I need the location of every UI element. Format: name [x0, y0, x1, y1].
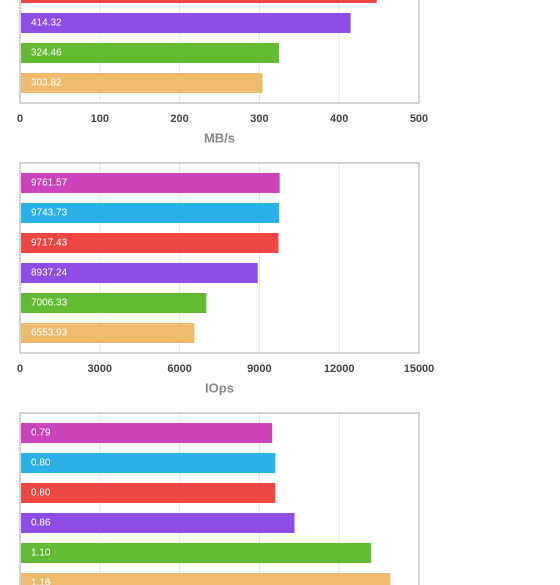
- bar-label: 9743.73: [31, 208, 68, 219]
- x-tick-label: 300: [250, 113, 268, 125]
- bar-label: 414.32: [31, 18, 62, 29]
- x-tick-label: 9000: [247, 363, 271, 375]
- x-tick-label: 6000: [167, 363, 191, 375]
- x-tick-label: 200: [170, 113, 188, 125]
- x-tick-label: 0: [17, 113, 23, 125]
- plot-border: [19, 0, 420, 104]
- bar: [21, 13, 351, 33]
- bar-label: 0.80: [31, 458, 51, 469]
- bar-label: 6553.93: [31, 328, 68, 339]
- bar-label: 9761.57: [31, 178, 68, 189]
- x-tick-label: 500: [410, 113, 428, 125]
- bar: [21, 43, 279, 63]
- bar-label: 9717.43: [31, 238, 68, 249]
- bar: [21, 173, 280, 193]
- bar-label: 324.46: [31, 48, 62, 59]
- plot-area: [19, 162, 420, 354]
- bar-label: 0.86: [31, 518, 51, 529]
- bar-label: 7006.33: [31, 298, 68, 309]
- bar-label: 1.10: [31, 548, 51, 559]
- bar: [21, 73, 263, 93]
- plot-border: [19, 412, 420, 585]
- bar: [21, 263, 258, 283]
- bar: [21, 0, 377, 3]
- bar: [21, 423, 273, 443]
- bar-label: 0.79: [31, 428, 51, 439]
- bar: [21, 293, 207, 313]
- bar-label: 8937.24: [31, 268, 68, 279]
- x-tick-label: 100: [91, 113, 109, 125]
- plot-border: [19, 162, 420, 354]
- bar-label: 303.82: [31, 78, 62, 89]
- x-axis-title: MB/s: [204, 130, 235, 145]
- x-tick-label: 0: [17, 363, 23, 375]
- x-axis-title: IOps: [205, 380, 234, 395]
- bar: [21, 513, 295, 533]
- x-tick-label: 400: [330, 113, 348, 125]
- bar-label: 1.16: [31, 578, 51, 585]
- bar: [21, 323, 195, 343]
- x-tick-label: 12000: [324, 363, 355, 375]
- bar: [21, 483, 276, 503]
- bar: [21, 233, 279, 253]
- bar-label: 0.80: [31, 488, 51, 499]
- x-tick-label: 15000: [404, 363, 435, 375]
- bar: [21, 573, 391, 585]
- bar: [21, 543, 372, 563]
- bar: [21, 203, 280, 223]
- x-tick-label: 3000: [88, 363, 112, 375]
- bar: [21, 453, 276, 473]
